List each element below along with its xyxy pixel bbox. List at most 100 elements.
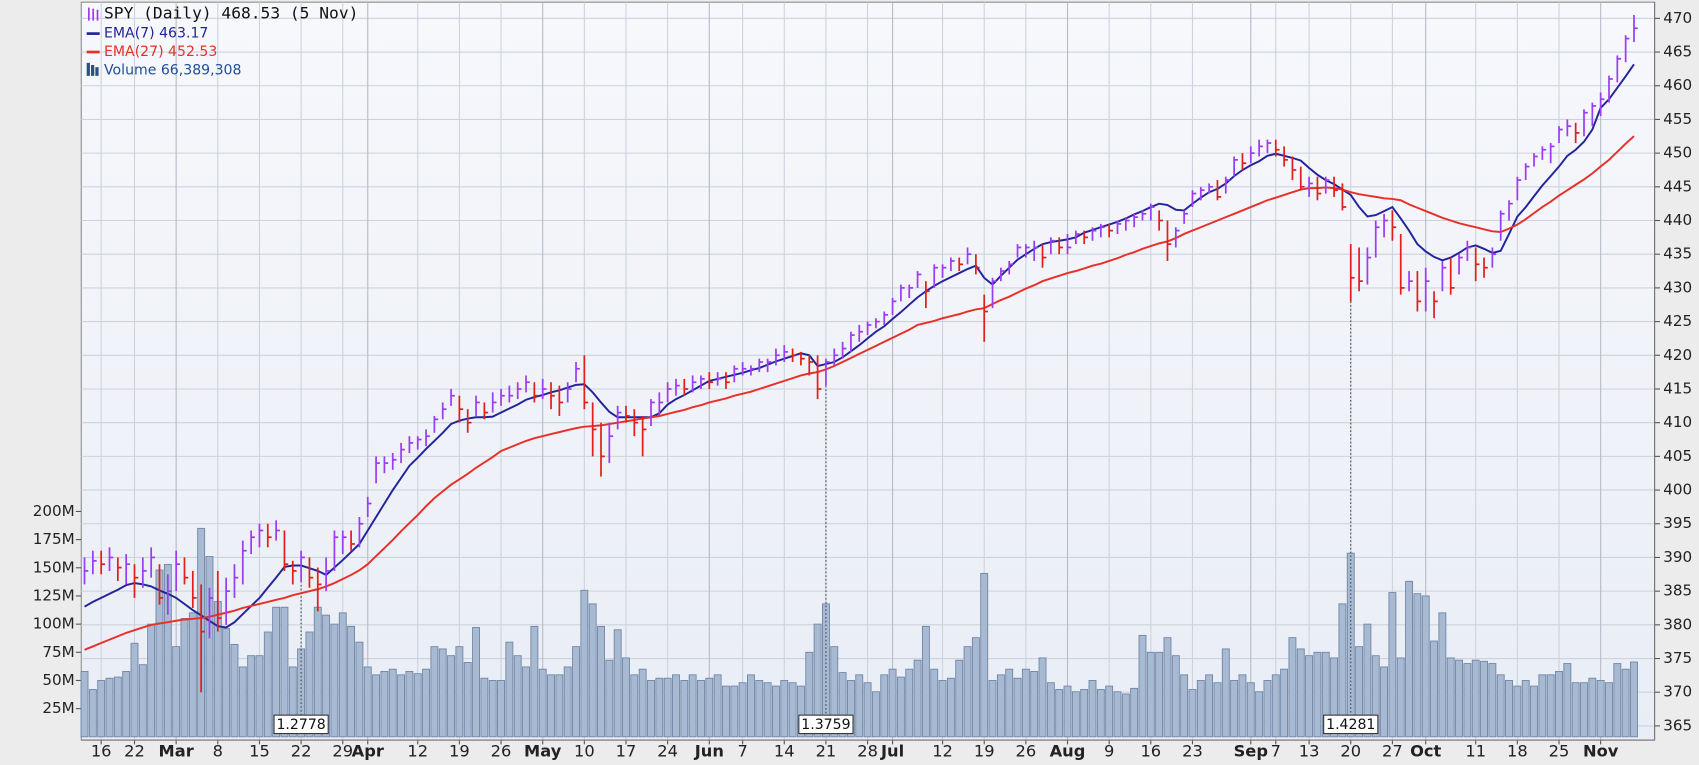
annotation-label: 1.4281 [1326, 717, 1375, 733]
volume-bar [363, 666, 372, 738]
volume-bar [638, 668, 647, 738]
volume-bar [1096, 689, 1105, 738]
volume-bar [1371, 655, 1380, 738]
volume-bar [1463, 663, 1472, 738]
x-tick-label: 7 [737, 741, 747, 760]
volume-bar [188, 612, 197, 738]
volume-bar [322, 614, 331, 738]
volume-bar [1063, 685, 1072, 738]
volume-bar [1296, 648, 1305, 738]
volume-bar [1305, 655, 1314, 738]
x-tick-label: 7 [1271, 741, 1281, 760]
y2-tick-label: 100M [33, 615, 75, 633]
volume-bar [1171, 655, 1180, 738]
volume-bar [1630, 661, 1638, 738]
volume-bar [896, 676, 905, 738]
volume-bar [263, 631, 272, 738]
volume-bar [438, 648, 447, 738]
y2-tick-label: 125M [33, 586, 75, 604]
y-tick-label: 385 [1663, 582, 1692, 600]
volume-bar [230, 643, 239, 738]
y-tick-label: 430 [1663, 278, 1692, 296]
volume-bar [788, 682, 797, 738]
volume-bar [1355, 646, 1364, 738]
x-tick-label: 18 [1507, 741, 1528, 760]
volume-bar [622, 657, 630, 738]
x-tick-label: 25 [1549, 741, 1570, 760]
volume-bar [463, 662, 472, 738]
y-tick-label: 375 [1663, 649, 1692, 667]
volume-bar [397, 674, 406, 738]
volume-bar [605, 659, 614, 738]
x-tick-label: 24 [657, 741, 678, 760]
volume-bar [1071, 691, 1080, 738]
legend-icon [95, 67, 99, 76]
volume-bar [930, 668, 939, 738]
x-tick-label: 26 [1016, 741, 1037, 760]
volume-bar [1180, 674, 1189, 738]
y2-tick-label: 200M [33, 502, 75, 520]
volume-bar [338, 612, 347, 738]
volume-bar [688, 674, 697, 738]
volume-bar [747, 674, 755, 738]
volume-bar [138, 664, 147, 738]
volume-bar [488, 680, 497, 738]
volume-bar [755, 680, 764, 738]
x-tick-label: Jul [880, 741, 904, 760]
legend-label: SPY (Daily) 468.53 (5 Nov) [104, 4, 358, 23]
volume-bar [588, 603, 597, 738]
volume-bar [1046, 682, 1055, 738]
volume-bar [80, 671, 89, 738]
x-tick-label: 22 [291, 741, 312, 760]
volume-bar [597, 625, 605, 738]
volume-bar [780, 680, 789, 738]
y2-tick-label: 25M [42, 699, 74, 717]
volume-bar [713, 674, 722, 738]
y-tick-label: 390 [1663, 548, 1692, 566]
volume-bar [1621, 668, 1630, 738]
volume-bar [205, 556, 214, 738]
legend-label: EMA(7) 463.17 [104, 26, 208, 42]
volume-bar [105, 677, 114, 738]
volume-bar [347, 625, 356, 738]
volume-bar [1238, 674, 1247, 738]
volume-bar [1271, 674, 1280, 738]
annotation-label: 1.2778 [276, 717, 325, 733]
annotation-box [273, 714, 329, 735]
x-tick-label: Mar [159, 741, 194, 760]
volume-bar [938, 680, 947, 738]
x-tick-label: 22 [124, 741, 145, 760]
volume-bar [871, 691, 880, 738]
volume-bar [1571, 682, 1580, 738]
x-tick-label: Jun [694, 741, 724, 760]
volume-bar [572, 646, 580, 738]
volume-bar [1413, 593, 1422, 738]
volume-bar [888, 668, 897, 738]
volume-bar [88, 689, 97, 738]
volume-bar [580, 589, 589, 738]
volume-bar [855, 674, 864, 738]
x-tick-label: 12 [407, 741, 428, 760]
volume-bar [980, 572, 989, 738]
x-tick-label: 20 [1340, 741, 1361, 760]
volume-bar [1405, 580, 1413, 738]
y-tick-label: 365 [1663, 716, 1692, 734]
y2-tick-label: 150M [33, 558, 75, 576]
volume-bar [955, 659, 964, 738]
volume-bar [1005, 668, 1014, 738]
volume-bar [1421, 595, 1430, 738]
legend-label: Volume 66,389,308 [104, 62, 241, 78]
volume-bar [1505, 680, 1513, 738]
volume-bar [1480, 660, 1488, 738]
volume-bar [1380, 666, 1389, 738]
volume-bar [1313, 651, 1322, 738]
volume-bar [655, 677, 664, 738]
y-tick-label: 425 [1663, 312, 1692, 330]
x-tick-label: 15 [249, 741, 270, 760]
volume-bar [913, 659, 922, 738]
x-tick-label: 23 [1182, 741, 1203, 760]
volume-bar [672, 674, 680, 738]
y-tick-label: 455 [1663, 110, 1692, 128]
x-tick-label: Oct [1410, 741, 1441, 760]
